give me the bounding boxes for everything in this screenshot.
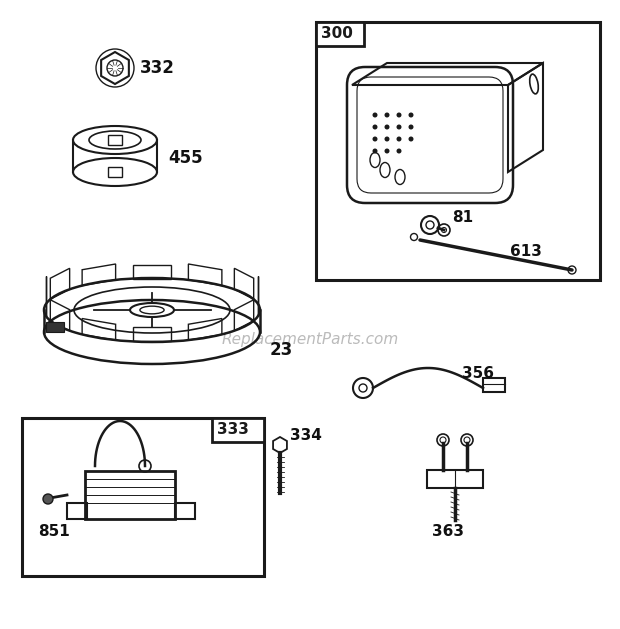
Circle shape xyxy=(409,113,414,118)
Bar xyxy=(316,22,364,46)
Bar xyxy=(108,167,122,177)
Text: 334: 334 xyxy=(290,428,322,443)
Bar xyxy=(212,418,264,442)
Bar xyxy=(67,503,87,519)
Circle shape xyxy=(384,136,389,142)
Text: ReplacementParts.com: ReplacementParts.com xyxy=(221,332,399,347)
Bar xyxy=(46,322,64,332)
Circle shape xyxy=(43,494,53,504)
Circle shape xyxy=(373,148,378,153)
Circle shape xyxy=(373,125,378,130)
Bar xyxy=(85,471,175,519)
Bar xyxy=(175,503,195,519)
Circle shape xyxy=(397,136,402,142)
Text: 356: 356 xyxy=(462,367,494,382)
Circle shape xyxy=(384,113,389,118)
Text: 81: 81 xyxy=(452,211,473,226)
Text: 300: 300 xyxy=(321,26,353,42)
Text: 455: 455 xyxy=(168,149,203,167)
Bar xyxy=(483,378,505,392)
Circle shape xyxy=(384,148,389,153)
Circle shape xyxy=(409,136,414,142)
Circle shape xyxy=(397,148,402,153)
Circle shape xyxy=(397,125,402,130)
Circle shape xyxy=(384,125,389,130)
Text: 333: 333 xyxy=(217,423,249,438)
Circle shape xyxy=(373,136,378,142)
Bar xyxy=(22,418,264,576)
Bar xyxy=(108,135,122,145)
Circle shape xyxy=(397,113,402,118)
Circle shape xyxy=(409,125,414,130)
Text: 332: 332 xyxy=(140,59,175,77)
Text: 363: 363 xyxy=(432,525,464,540)
Text: 613: 613 xyxy=(510,245,542,260)
Bar xyxy=(316,22,600,280)
Text: 851: 851 xyxy=(38,525,69,540)
Text: 23: 23 xyxy=(270,341,293,359)
Circle shape xyxy=(373,113,378,118)
Bar xyxy=(427,470,483,488)
